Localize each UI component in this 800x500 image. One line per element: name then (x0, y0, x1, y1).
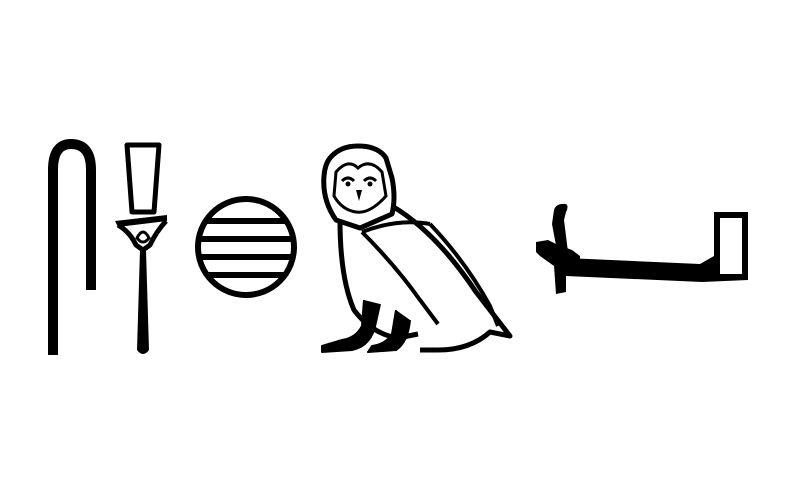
bier-bed-icon (536, 203, 748, 294)
owl-icon (321, 143, 513, 353)
papyrus-sceptre-icon (115, 142, 168, 354)
placenta-disc-icon (195, 196, 297, 298)
crook-staff-icon (48, 139, 96, 355)
